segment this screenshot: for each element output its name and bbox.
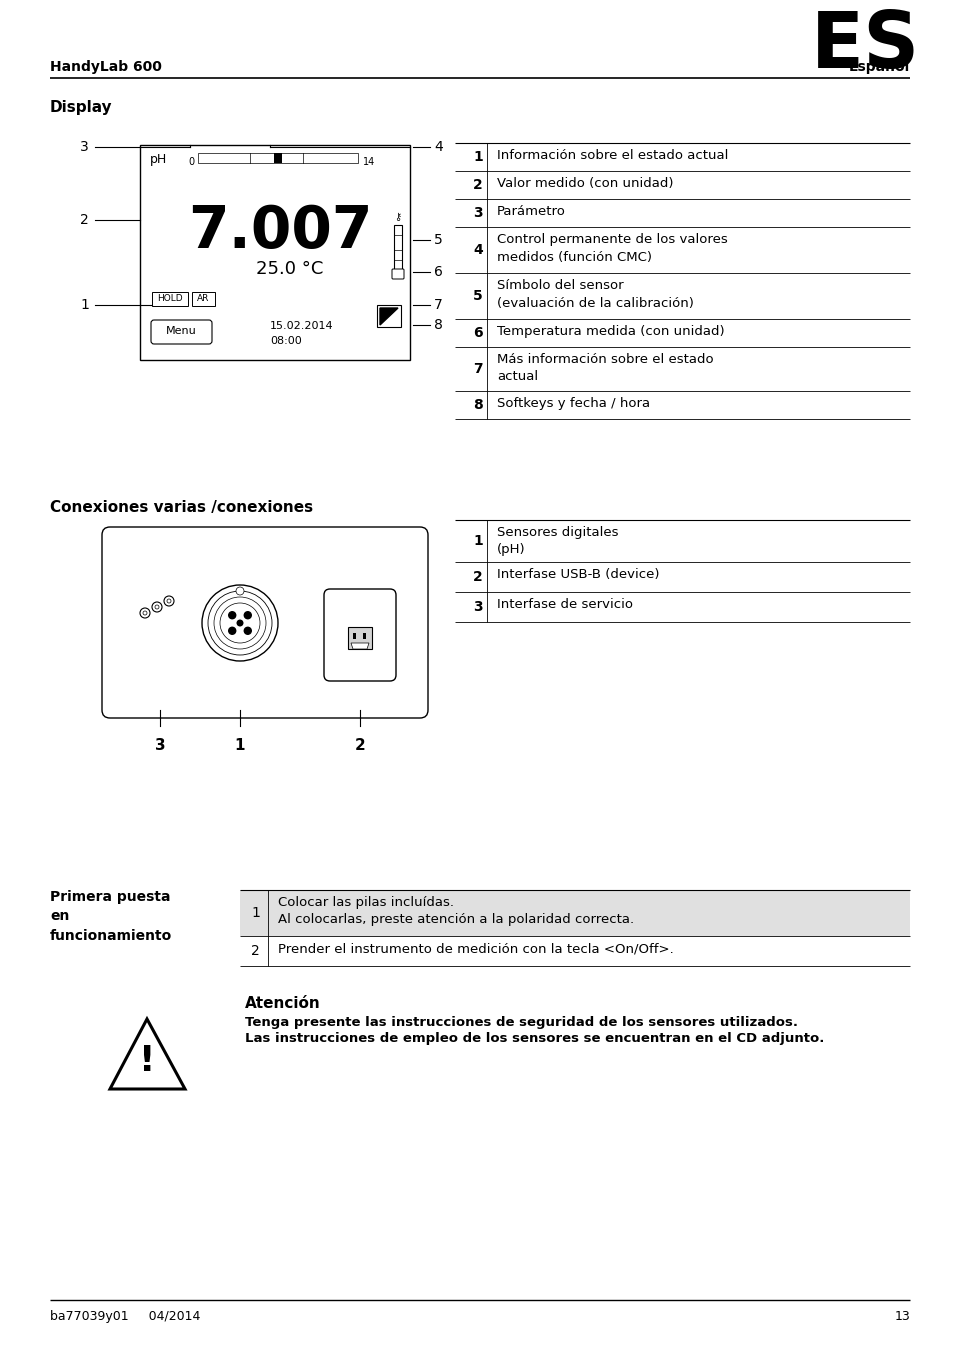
FancyBboxPatch shape — [392, 269, 403, 279]
Text: 3: 3 — [154, 738, 165, 753]
Text: 3: 3 — [473, 599, 482, 614]
Bar — [198, 153, 357, 163]
Text: Softkeys y fecha / hora: Softkeys y fecha / hora — [497, 397, 649, 410]
Bar — [140, 144, 410, 360]
Text: Más información sobre el estado
actual: Más información sobre el estado actual — [497, 352, 713, 383]
Circle shape — [229, 628, 235, 634]
Text: ES: ES — [810, 8, 919, 84]
Text: 5: 5 — [473, 289, 482, 302]
Text: 4: 4 — [434, 140, 442, 154]
Text: Temperatura medida (con unidad): Temperatura medida (con unidad) — [497, 325, 724, 338]
Text: ⚷: ⚷ — [394, 212, 401, 221]
Text: Display: Display — [50, 100, 112, 115]
Text: 7: 7 — [434, 298, 442, 312]
Text: 15.02.2014: 15.02.2014 — [270, 321, 334, 331]
Circle shape — [229, 612, 235, 618]
Text: 25.0 °C: 25.0 °C — [256, 261, 323, 278]
Text: Sensores digitales
(pH): Sensores digitales (pH) — [497, 526, 618, 556]
Text: ba77039y01     04/2014: ba77039y01 04/2014 — [50, 1310, 200, 1323]
Polygon shape — [379, 308, 397, 325]
Text: 8: 8 — [434, 319, 442, 332]
Text: Prender el instrumento de medición con la tecla <On/Off>.: Prender el instrumento de medición con l… — [277, 942, 673, 954]
Text: 1: 1 — [80, 298, 89, 312]
Text: pH: pH — [150, 153, 167, 166]
Text: 5: 5 — [434, 234, 442, 247]
Circle shape — [220, 603, 260, 643]
Text: 2: 2 — [355, 738, 365, 753]
Bar — [198, 153, 223, 163]
Text: Valor medido (con unidad): Valor medido (con unidad) — [497, 177, 673, 190]
Bar — [192, 292, 214, 306]
Text: AR: AR — [196, 294, 209, 302]
Text: !: ! — [138, 1044, 155, 1079]
Text: 6: 6 — [434, 265, 442, 279]
Text: Menu: Menu — [166, 325, 196, 336]
Text: Símbolo del sensor
(evaluación de la calibración): Símbolo del sensor (evaluación de la cal… — [497, 279, 693, 309]
Text: Español: Español — [848, 59, 909, 74]
Bar — [363, 633, 366, 639]
Text: 13: 13 — [893, 1310, 909, 1323]
FancyBboxPatch shape — [102, 526, 428, 718]
Text: 2: 2 — [473, 178, 482, 192]
Circle shape — [235, 587, 244, 595]
FancyBboxPatch shape — [324, 589, 395, 680]
Text: Interfase de servicio: Interfase de servicio — [497, 598, 633, 612]
Circle shape — [236, 620, 243, 626]
Text: 2: 2 — [473, 570, 482, 585]
Bar — [333, 153, 357, 163]
Text: Información sobre el estado actual: Información sobre el estado actual — [497, 148, 727, 162]
Text: HandyLab 600: HandyLab 600 — [50, 59, 162, 74]
Bar — [274, 153, 282, 163]
Text: 1: 1 — [234, 738, 245, 753]
Text: 3: 3 — [473, 207, 482, 220]
Text: 1: 1 — [473, 535, 482, 548]
Text: Colocar las pilas incluídas.
Al colocarlas, preste atención a la polaridad corre: Colocar las pilas incluídas. Al colocarl… — [277, 896, 634, 926]
Text: 14: 14 — [363, 157, 375, 167]
Text: 7.007: 7.007 — [188, 202, 372, 261]
Text: 0: 0 — [188, 157, 193, 167]
Text: 7: 7 — [473, 362, 482, 377]
Text: 6: 6 — [473, 325, 482, 340]
Bar — [376, 305, 400, 327]
Text: Tenga presente las instrucciones de seguridad de los sensores utilizados.: Tenga presente las instrucciones de segu… — [245, 1017, 797, 1029]
Text: 8: 8 — [473, 398, 482, 412]
Text: Atención: Atención — [245, 996, 320, 1011]
Bar — [198, 153, 223, 163]
Text: 1: 1 — [473, 150, 482, 163]
Text: 1: 1 — [251, 906, 260, 919]
Polygon shape — [351, 643, 369, 649]
Text: 3: 3 — [80, 140, 89, 154]
Text: 2: 2 — [80, 213, 89, 227]
Text: Interfase USB-B (device): Interfase USB-B (device) — [497, 568, 659, 580]
Text: Parámetro: Parámetro — [497, 205, 565, 217]
Bar — [348, 626, 372, 649]
Text: Control permanente de los valores
medidos (función CMC): Control permanente de los valores medido… — [497, 234, 727, 263]
Bar — [354, 633, 356, 639]
Bar — [152, 292, 188, 306]
Circle shape — [244, 628, 251, 634]
Text: Conexiones varias /conexiones: Conexiones varias /conexiones — [50, 500, 313, 514]
Circle shape — [244, 612, 251, 618]
Text: 4: 4 — [473, 243, 482, 256]
Bar — [240, 890, 909, 936]
Text: Las instrucciones de empleo de los sensores se encuentran en el CD adjunto.: Las instrucciones de empleo de los senso… — [245, 1031, 823, 1045]
Text: Primera puesta
en
funcionamiento: Primera puesta en funcionamiento — [50, 890, 172, 944]
Bar — [394, 225, 401, 275]
Text: HOLD: HOLD — [157, 294, 183, 302]
Text: 2: 2 — [251, 944, 260, 958]
FancyBboxPatch shape — [151, 320, 212, 344]
Text: 08:00: 08:00 — [270, 336, 301, 346]
Polygon shape — [110, 1019, 185, 1089]
